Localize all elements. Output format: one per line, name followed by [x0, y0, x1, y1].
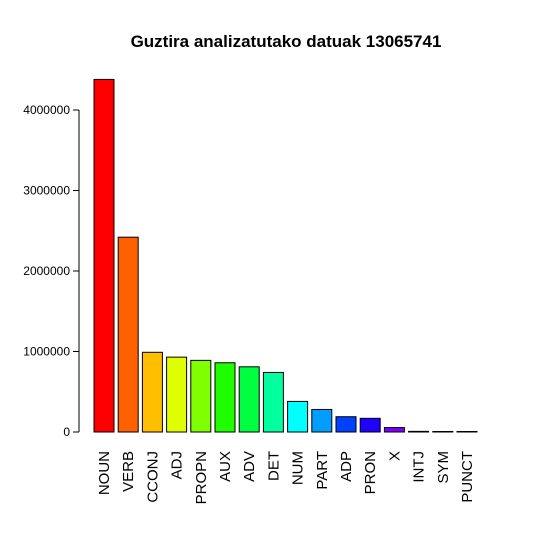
y-tick-label: 0 — [63, 425, 70, 439]
x-tick-label: X — [386, 451, 403, 461]
bar-pron — [359, 417, 381, 433]
bar-adv — [238, 366, 260, 433]
bar-x — [383, 427, 405, 433]
x-tick-label: NOUN — [96, 451, 113, 495]
bar-intj — [408, 430, 430, 433]
bar-noun — [93, 78, 115, 433]
x-tick-label: DET — [265, 451, 282, 481]
x-tick-label: PUNCT — [459, 451, 476, 503]
x-tick-label: ADP — [338, 451, 355, 482]
bar-propn — [190, 359, 212, 433]
x-tick-label: INTJ — [411, 451, 428, 483]
y-tick-label: 4000000 — [23, 103, 70, 117]
chart-title: Guztira analizatutako datuak 13065741 — [131, 32, 442, 51]
bar-adp — [335, 416, 357, 433]
x-tick-label: ADJ — [169, 451, 186, 479]
x-tick-label: CCONJ — [144, 451, 161, 503]
x-tick-label: PRON — [362, 451, 379, 494]
bar-adj — [166, 356, 188, 433]
bars — [93, 78, 478, 433]
bar-cconj — [141, 351, 163, 433]
bar-sym — [432, 431, 454, 433]
x-tick-label: AUX — [217, 451, 234, 482]
x-tick-label: VERB — [120, 451, 137, 492]
bar-part — [311, 408, 333, 433]
x-tick-label: ADV — [241, 451, 258, 482]
bar-punct — [456, 431, 478, 433]
bar-num — [287, 400, 309, 433]
y-axis: 0 1000000 2000000 3000000 4000000 — [23, 103, 80, 439]
bar-det — [262, 371, 284, 433]
bar-aux — [214, 362, 236, 433]
x-tick-label: PROPN — [193, 451, 210, 504]
x-tick-label: SYM — [435, 451, 452, 484]
y-tick-label: 1000000 — [23, 345, 70, 359]
bar-verb — [117, 236, 139, 433]
y-tick-label: 2000000 — [23, 264, 70, 278]
x-axis-labels: NOUN VERB CCONJ ADJ PROPN AUX ADV DET NUM PART ADP… — [96, 451, 476, 504]
x-tick-label: PART — [314, 451, 331, 490]
y-tick-label: 3000000 — [23, 184, 70, 198]
x-tick-label: NUM — [290, 451, 307, 485]
